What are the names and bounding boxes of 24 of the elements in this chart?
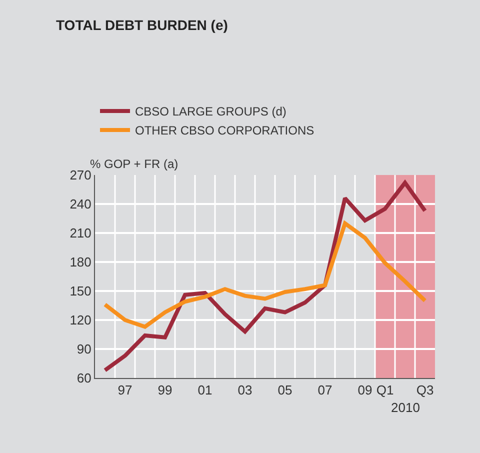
y-tick-label: 120 xyxy=(70,312,92,328)
y-tick-label: 90 xyxy=(76,342,92,357)
x-tick-label: 97 xyxy=(118,382,132,398)
x-tick-label: Q1 xyxy=(376,382,394,398)
y-tick-label: 180 xyxy=(70,254,92,270)
x-tick-label: 01 xyxy=(198,382,212,398)
x-tick-label: 99 xyxy=(158,382,172,398)
y-tick-label: 150 xyxy=(70,284,92,299)
legend-label: CBSO LARGE GROUPS (d) xyxy=(135,104,286,119)
y-tick-label: 240 xyxy=(70,196,92,212)
x-tick-label: 05 xyxy=(278,382,292,398)
legend-label: OTHER CBSO CORPORATIONS xyxy=(135,124,314,138)
y-tick-label: 270 xyxy=(70,168,92,183)
x-tick-label: Q3 xyxy=(416,382,434,398)
x-tick-label: 07 xyxy=(318,382,332,398)
line-series xyxy=(103,221,427,329)
line-series xyxy=(103,180,427,372)
x-tick-label: 03 xyxy=(238,382,252,398)
y-tick-label: 60 xyxy=(76,370,92,386)
x-tick-label: 09 xyxy=(358,382,372,398)
text: 2010 xyxy=(391,400,420,415)
chart-title: TOTAL DEBT BURDEN (e) xyxy=(56,17,228,33)
y-axis-title: % GOP + FR (a) xyxy=(90,157,178,171)
y-tick-label: 210 xyxy=(70,226,92,241)
